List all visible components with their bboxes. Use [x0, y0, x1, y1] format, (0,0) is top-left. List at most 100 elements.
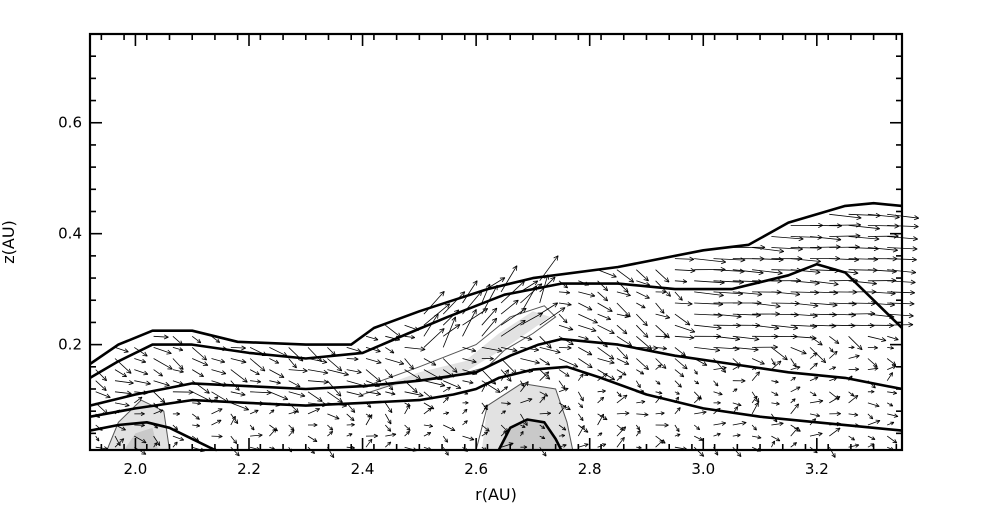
velocity-vector [655, 280, 671, 297]
velocity-vector [500, 358, 517, 375]
velocity-vector [539, 435, 546, 440]
velocity-vector [520, 430, 524, 437]
velocity-vector [134, 380, 151, 386]
velocity-vector [867, 402, 880, 408]
velocity-vector [887, 402, 894, 407]
velocity-vector [172, 369, 184, 374]
velocity-vector [558, 380, 566, 390]
velocity-vector [848, 336, 863, 351]
velocity-vector [365, 413, 372, 418]
velocity-vector [308, 423, 318, 428]
velocity-vector [153, 424, 159, 429]
velocity-vector [887, 346, 894, 350]
velocity-vector [771, 413, 778, 423]
velocity-vector [191, 369, 204, 377]
velocity-vector [288, 347, 304, 362]
velocity-vector [790, 358, 797, 368]
velocity-vector [829, 335, 840, 344]
velocity-vector [694, 347, 721, 353]
velocity-vector [153, 369, 163, 377]
velocity-vector [384, 369, 393, 379]
velocity-vector [192, 423, 201, 428]
velocity-vector [191, 347, 207, 361]
velocity-vector [655, 358, 667, 369]
velocity-vector [134, 390, 148, 395]
velocity-vector [153, 391, 166, 404]
velocity-vector [867, 413, 874, 420]
velocity-vector [848, 395, 859, 404]
velocity-vector [172, 435, 185, 441]
velocity-vector [674, 301, 693, 307]
velocity-vector [713, 421, 727, 426]
velocity-vector [597, 280, 609, 292]
velocity-vector [172, 441, 178, 448]
velocity-vector [114, 358, 132, 374]
velocity-vector [694, 258, 727, 265]
velocity-vector [578, 313, 598, 324]
velocity-vector [288, 391, 306, 398]
velocity-vector [404, 346, 426, 352]
velocity-vector [462, 369, 478, 376]
velocity-vector [442, 386, 451, 393]
velocity-vector [269, 391, 289, 401]
velocity-vector [616, 411, 630, 416]
velocity-vector [442, 358, 458, 373]
velocity-vector [307, 347, 322, 362]
velocity-vector [520, 346, 540, 352]
velocity-vector [674, 358, 688, 370]
plot-frame [88, 32, 904, 452]
velocity-vector [288, 380, 301, 388]
velocity-vector [462, 280, 478, 304]
thick-contour-layer [90, 201, 902, 450]
x-tick-label: 2.4 [351, 460, 375, 478]
velocity-vector [211, 408, 223, 415]
velocity-vector [867, 380, 876, 389]
velocity-vector [501, 401, 511, 406]
velocity-vector [809, 413, 821, 418]
velocity-vector [481, 307, 498, 326]
velocity-vector [752, 269, 783, 276]
velocity-vector [385, 358, 405, 366]
velocity-vector [211, 358, 226, 364]
density-contour-3 [90, 365, 902, 432]
velocity-vector [578, 424, 589, 433]
velocity-vector [694, 435, 703, 441]
velocity-vector [249, 409, 259, 415]
velocity-vector [886, 358, 897, 366]
velocity-vector [752, 247, 785, 254]
density-contour-1 [90, 262, 902, 380]
velocity-vector [636, 280, 651, 287]
velocity-vector [539, 446, 547, 457]
velocity-vector [192, 391, 213, 402]
velocity-vector [829, 391, 840, 400]
velocity-vector [558, 444, 567, 448]
velocity-vector [636, 445, 642, 450]
velocity-vector [520, 398, 533, 404]
velocity-vector [539, 307, 566, 326]
velocity-vector [887, 301, 915, 307]
velocity-vector [346, 347, 362, 353]
velocity-vector [520, 380, 525, 387]
velocity-vector [790, 365, 801, 370]
velocity-vector [867, 366, 879, 371]
velocity-vector [500, 280, 525, 304]
velocity-vector [172, 424, 178, 431]
velocity-vector [114, 438, 125, 448]
x-tick-label: 3.2 [805, 460, 829, 478]
velocity-vector [732, 421, 747, 426]
velocity-vector [616, 291, 631, 297]
velocity-vector [655, 364, 662, 370]
velocity-vector [752, 435, 762, 440]
velocity-vector [732, 244, 766, 250]
velocity-vector [887, 390, 898, 395]
velocity-vector [577, 373, 584, 381]
velocity-vector [501, 347, 518, 353]
velocity-vector [578, 402, 584, 409]
velocity-vector [442, 369, 455, 378]
velocity-vector [674, 347, 686, 357]
velocity-vector [249, 347, 268, 357]
velocity-vector [307, 435, 318, 442]
velocity-vector [751, 371, 760, 381]
velocity-vector [829, 427, 841, 437]
velocity-vector [578, 443, 589, 448]
